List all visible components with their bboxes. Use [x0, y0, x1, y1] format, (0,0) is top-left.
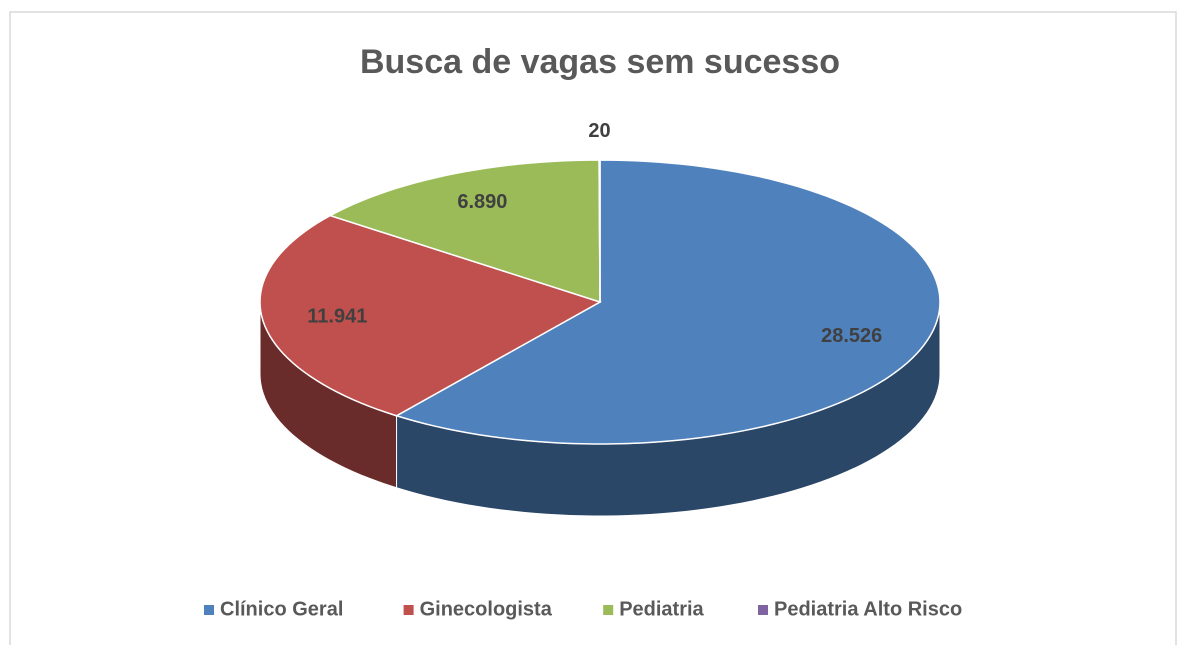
legend-swatch: [603, 605, 614, 615]
slice: [328, 159, 601, 304]
slice: [259, 214, 602, 417]
legend-label: Pediatria: [619, 598, 704, 620]
data-label: 28.526: [821, 325, 882, 347]
slice: [598, 159, 601, 303]
legend-label: Clínico Geral: [220, 598, 343, 620]
legend-label: Pediatria Alto Risco: [774, 598, 962, 620]
data-label: 6.890: [457, 191, 507, 213]
chart-title: Busca de vagas sem sucesso: [360, 43, 840, 81]
chart-frame: [9, 11, 1177, 645]
data-label: 20: [588, 120, 610, 142]
slice: [394, 159, 941, 445]
legend-swatch: [758, 605, 768, 615]
data-label: 11.941: [307, 305, 367, 327]
legend-label: Ginecologista: [420, 598, 553, 620]
legend-swatch: [403, 605, 414, 615]
legend-swatch: [204, 605, 214, 615]
